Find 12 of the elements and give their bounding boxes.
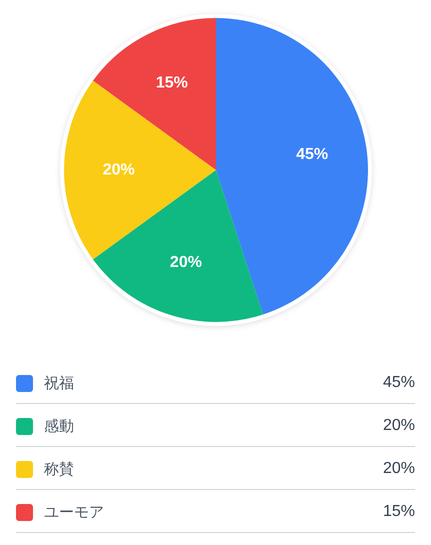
legend-label: ユーモア <box>44 502 105 522</box>
legend-label: 称賛 <box>44 460 75 478</box>
data-label: 20% <box>102 161 135 178</box>
data-label: 15% <box>156 74 188 92</box>
data-label: 20% <box>170 254 202 271</box>
text: 45% <box>382 374 415 391</box>
text: 20% <box>382 417 415 434</box>
text: 20% <box>382 460 415 477</box>
legend-label: 祝福 <box>44 374 75 392</box>
data-label: 45% <box>296 146 328 164</box>
text: 15% <box>382 503 415 520</box>
legend-label: 感動 <box>44 416 75 436</box>
